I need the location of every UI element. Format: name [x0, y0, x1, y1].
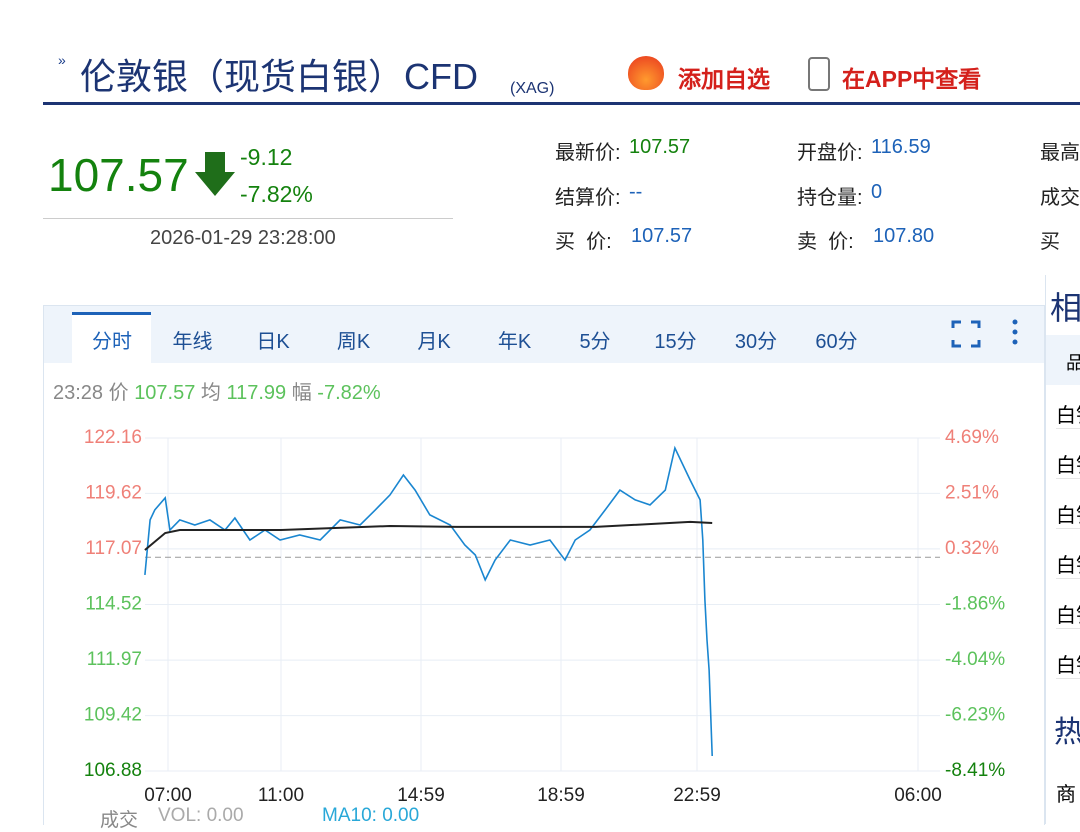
- x-tick-label: 07:00: [144, 785, 192, 806]
- tab[interactable]: 30分: [734, 331, 778, 353]
- quote-time: 2026-01-29 23:28:00: [150, 227, 336, 249]
- tab[interactable]: 周K: [336, 331, 371, 353]
- y2-tick-label: 4.69%: [945, 427, 999, 448]
- field-label: 最新价:: [555, 142, 621, 164]
- phone-icon: [808, 57, 830, 91]
- sidebar-row: 白银: [1056, 449, 1080, 479]
- y-tick-label: 106.88: [84, 760, 142, 781]
- divider: [43, 102, 1080, 105]
- field-label: 卖 价:: [797, 231, 854, 253]
- sidebar-header-text: 品: [1066, 349, 1080, 375]
- toolbar-icons: [951, 319, 1018, 348]
- change-pct: -7.82%: [240, 181, 313, 207]
- field-value: 116.59: [871, 136, 931, 158]
- tab[interactable]: 年K: [497, 331, 532, 353]
- field-label: 买: [1040, 231, 1060, 253]
- title: 伦敦银（现货白银）CFD: [80, 56, 478, 97]
- field-value: --: [629, 180, 643, 203]
- y2-tick-label: -4.04%: [945, 649, 1005, 670]
- x-tick-label: 18:59: [537, 785, 585, 806]
- sidebar-row: 白银: [1056, 599, 1080, 629]
- x-tick-label: 22:59: [673, 785, 721, 806]
- volume-label: 成交: [100, 810, 139, 831]
- y-tick-label: 109.42: [84, 705, 142, 726]
- app-view[interactable]: 在APP中查看: [842, 66, 982, 92]
- tab[interactable]: 日K: [256, 331, 290, 353]
- field-label: 持仓量:: [797, 186, 863, 209]
- info-pct: -7.82%: [317, 382, 381, 404]
- active-tab: [72, 312, 151, 366]
- sidebar-row: 白银: [1056, 649, 1080, 679]
- tab[interactable]: 年线: [172, 331, 213, 353]
- tab[interactable]: 分时: [92, 331, 132, 353]
- sidebar-row: 白银: [1056, 399, 1080, 429]
- x-tick-label: 06:00: [894, 785, 942, 806]
- tab[interactable]: 5分: [579, 331, 611, 353]
- ma10: MA10: 0.00: [322, 805, 420, 826]
- divider: [43, 218, 453, 219]
- field-label: 开盘价:: [797, 142, 863, 164]
- y-tick-label: 119.62: [85, 482, 142, 503]
- sidebar-row: 商: [1056, 784, 1076, 806]
- tab-bar: [44, 306, 1044, 363]
- field-value: 107.57: [631, 225, 693, 247]
- field-value: 0: [871, 180, 883, 203]
- fire-icon: [628, 56, 664, 90]
- info-time: 23:28: [53, 382, 104, 404]
- add-watch[interactable]: 添加自选: [678, 66, 770, 92]
- info-line: 23:28 价 107.57 均 117.99 幅 -7.82%: [53, 376, 381, 405]
- y-tick-label: 114.52: [85, 594, 142, 615]
- sidebar-row: 白银: [1056, 499, 1080, 529]
- chart-panel: 分时 年线 日K 周K 月K 年K 5分 15分 30分 60分: [43, 305, 1045, 825]
- tab[interactable]: 月K: [417, 331, 451, 353]
- y2-tick-label: -6.23%: [945, 705, 1005, 726]
- title-icon: »: [58, 52, 66, 68]
- info-price: 107.57: [134, 382, 196, 404]
- sidebar-header: 品: [1046, 335, 1080, 385]
- sidebar-row: 白银: [1056, 549, 1080, 579]
- x-tick-label: 11:00: [258, 785, 304, 806]
- y-tick-label: 111.97: [87, 649, 142, 670]
- change: -9.12: [240, 144, 293, 170]
- price-line: [144, 445, 713, 757]
- field-value: 107.57: [629, 136, 691, 158]
- field-label: 成交: [1040, 186, 1080, 209]
- y2-tick-label: 2.51%: [945, 482, 999, 503]
- down-arrow: [195, 152, 235, 196]
- chart: 122.16 119.62 117.07 114.52 111.97 109.42 106.…: [84, 427, 1005, 806]
- info-avg: 117.99: [226, 382, 287, 404]
- info-label: 价: [108, 382, 129, 404]
- y2-tick-label: -8.41%: [945, 760, 1005, 781]
- sidebar: 相 品 白银白银白银白银白银白银 热 商: [1045, 275, 1080, 824]
- volume: VOL: 0.00: [158, 805, 244, 826]
- price-line: [144, 520, 713, 551]
- tab[interactable]: 60分: [815, 331, 858, 353]
- price: 107.57: [48, 149, 189, 201]
- field-label: 买 价:: [555, 231, 612, 253]
- field-value: 107.80: [873, 225, 935, 247]
- y2-tick-label: 0.32%: [945, 538, 999, 559]
- y-tick-label: 122.16: [84, 427, 142, 448]
- sidebar-title: 相: [1050, 290, 1080, 326]
- y-tick-label: 117.07: [85, 538, 142, 559]
- field-label: 结算价:: [555, 186, 621, 209]
- info-label: 幅: [291, 382, 312, 404]
- x-tick-label: 14:59: [397, 785, 445, 806]
- code: (XAG): [510, 80, 555, 97]
- sidebar-hot: 热: [1054, 707, 1080, 751]
- tab[interactable]: 15分: [654, 331, 697, 353]
- field-label: 最高: [1040, 142, 1080, 164]
- info-label: 均: [200, 382, 221, 404]
- y2-tick-label: -1.86%: [945, 594, 1005, 615]
